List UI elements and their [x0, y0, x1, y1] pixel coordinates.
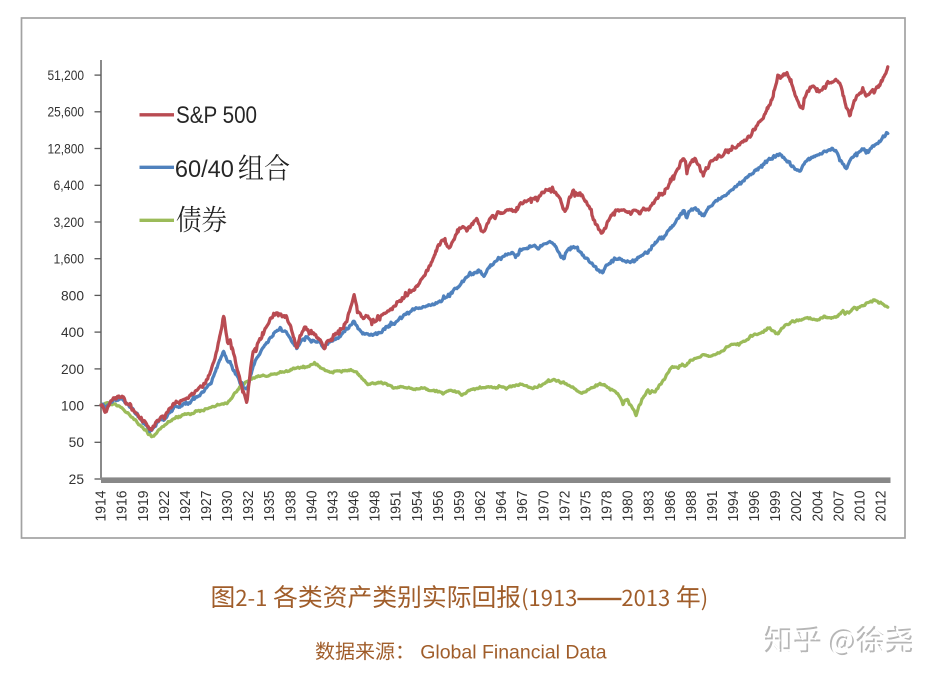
svg-text:1930: 1930: [220, 491, 236, 522]
svg-text:1946: 1946: [347, 491, 363, 522]
svg-text:25: 25: [69, 472, 84, 487]
svg-text:Global Financial Data: Global Financial Data: [420, 642, 607, 664]
svg-text:200: 200: [61, 362, 84, 377]
svg-text:1967: 1967: [515, 491, 531, 522]
svg-text:1983: 1983: [642, 491, 658, 522]
svg-text:1975: 1975: [578, 491, 594, 522]
svg-text:1959: 1959: [452, 491, 468, 522]
svg-text:1980: 1980: [621, 491, 637, 522]
svg-text:1943: 1943: [326, 491, 342, 522]
svg-text:1927: 1927: [199, 491, 215, 522]
svg-text:1954: 1954: [410, 491, 426, 522]
svg-text:1914: 1914: [94, 491, 110, 522]
svg-text:800: 800: [61, 288, 84, 303]
svg-text:3,200: 3,200: [54, 215, 85, 230]
svg-text:2007: 2007: [831, 491, 847, 522]
svg-text:1986: 1986: [663, 491, 679, 522]
svg-text:1940: 1940: [304, 491, 320, 522]
svg-text:1919: 1919: [136, 491, 152, 522]
svg-text:51,200: 51,200: [48, 68, 85, 83]
svg-text:100: 100: [61, 399, 84, 414]
svg-text:1996: 1996: [747, 491, 763, 522]
svg-text:2010: 2010: [853, 491, 869, 522]
svg-text:1956: 1956: [431, 491, 447, 522]
svg-text:1972: 1972: [557, 491, 573, 522]
svg-text:1999: 1999: [768, 491, 784, 522]
svg-text:1,600: 1,600: [54, 252, 85, 267]
svg-text:1935: 1935: [262, 491, 278, 522]
svg-text:1964: 1964: [494, 491, 510, 522]
svg-text:1991: 1991: [705, 491, 721, 522]
svg-text:1988: 1988: [684, 491, 700, 522]
svg-text:1951: 1951: [389, 491, 405, 522]
svg-text:1924: 1924: [178, 491, 194, 522]
svg-text:60/40: 60/40: [175, 156, 234, 183]
svg-text:2004: 2004: [810, 491, 826, 522]
svg-text:1948: 1948: [368, 491, 384, 522]
svg-text:1932: 1932: [241, 491, 257, 522]
svg-text:6,400: 6,400: [54, 178, 85, 193]
svg-text:400: 400: [61, 325, 84, 340]
svg-text:50: 50: [69, 435, 85, 450]
svg-text:2012: 2012: [874, 491, 890, 522]
svg-text:25,600: 25,600: [48, 105, 85, 120]
svg-text:1978: 1978: [600, 491, 616, 522]
svg-text:S&P 500: S&P 500: [176, 102, 257, 129]
svg-text:1970: 1970: [536, 491, 552, 522]
svg-text:1916: 1916: [115, 491, 131, 522]
svg-text:12,800: 12,800: [48, 141, 85, 156]
svg-text:1994: 1994: [726, 491, 742, 522]
svg-text:1938: 1938: [283, 491, 299, 522]
svg-text:1922: 1922: [157, 491, 173, 522]
svg-text:1962: 1962: [473, 491, 489, 522]
svg-text:2002: 2002: [789, 491, 805, 522]
